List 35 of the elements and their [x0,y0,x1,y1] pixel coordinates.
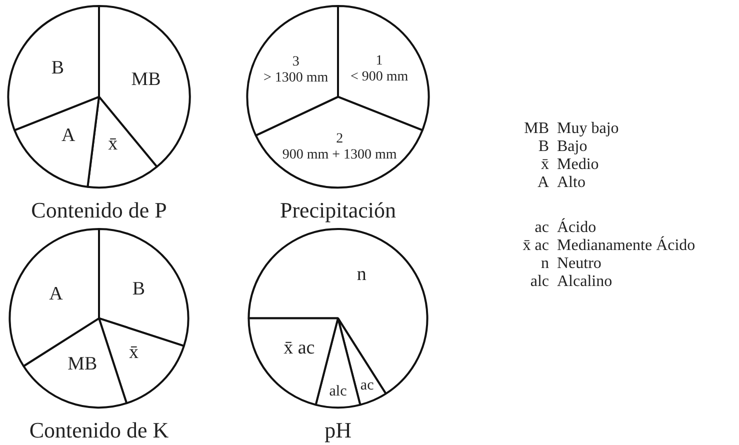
text: Neutro [557,255,602,273]
slice-label: MB [131,68,161,90]
category-label: x̄ ac [522,237,549,255]
slice-label: 1 < 900 mm [350,53,408,84]
text: Contenido de P [31,198,167,223]
text: Contenido de K [29,418,169,443]
text: Muy bajo [557,120,619,138]
text: Alcalino [557,273,612,291]
slice-label: A [49,284,64,305]
text: Alto [557,174,586,192]
slice-label: x̄ ac [284,337,315,358]
slice-label: n [356,264,367,286]
category-label: MB [524,120,549,138]
category-label: n [541,255,549,273]
slice-label: A [62,125,76,146]
text: Bajo [557,138,588,156]
text: pH [324,418,352,443]
slice-label: B [51,58,64,79]
text: Medianamente Ácido [557,237,696,255]
slice-label: x̄ [128,342,139,364]
category-label: ac [534,219,549,237]
slice-label: B [132,278,146,300]
category-label: alc [530,273,549,291]
slice-label: 2 900 mm + 1300 mm [282,131,397,162]
text: Medio [557,156,599,174]
category-label: A [537,174,549,192]
text: Ácido [557,219,596,237]
slice-label: 3 > 1300 mm [263,54,328,86]
slice-label: alc [329,383,348,400]
text: Precipitación [280,198,396,223]
slice-label: MB [68,353,98,374]
slice-label: x̄ [108,134,118,155]
slice-label: ac [360,377,374,394]
category-label: B [538,138,549,156]
category-label: x̄ [541,156,549,174]
